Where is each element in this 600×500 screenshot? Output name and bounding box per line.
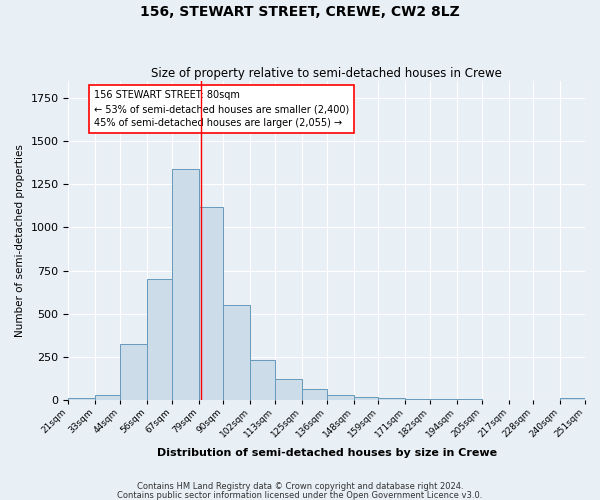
- Text: 156, STEWART STREET, CREWE, CW2 8LZ: 156, STEWART STREET, CREWE, CW2 8LZ: [140, 5, 460, 19]
- Bar: [147, 280, 172, 400]
- Text: 156 STEWART STREET: 80sqm
← 53% of semi-detached houses are smaller (2,400)
45% : 156 STEWART STREET: 80sqm ← 53% of semi-…: [94, 90, 349, 128]
- Bar: [120, 344, 147, 400]
- Bar: [250, 360, 275, 400]
- Bar: [379, 398, 406, 400]
- Y-axis label: Number of semi-detached properties: Number of semi-detached properties: [15, 144, 25, 337]
- Bar: [199, 206, 223, 400]
- Bar: [223, 305, 250, 400]
- Bar: [95, 395, 120, 400]
- Bar: [353, 396, 379, 400]
- Bar: [560, 398, 585, 400]
- Bar: [327, 395, 353, 400]
- Bar: [172, 168, 199, 400]
- Text: Contains HM Land Registry data © Crown copyright and database right 2024.: Contains HM Land Registry data © Crown c…: [137, 482, 463, 491]
- X-axis label: Distribution of semi-detached houses by size in Crewe: Distribution of semi-detached houses by …: [157, 448, 497, 458]
- Bar: [302, 389, 327, 400]
- Text: Contains public sector information licensed under the Open Government Licence v3: Contains public sector information licen…: [118, 490, 482, 500]
- Bar: [275, 380, 302, 400]
- Bar: [68, 398, 95, 400]
- Title: Size of property relative to semi-detached houses in Crewe: Size of property relative to semi-detach…: [151, 66, 502, 80]
